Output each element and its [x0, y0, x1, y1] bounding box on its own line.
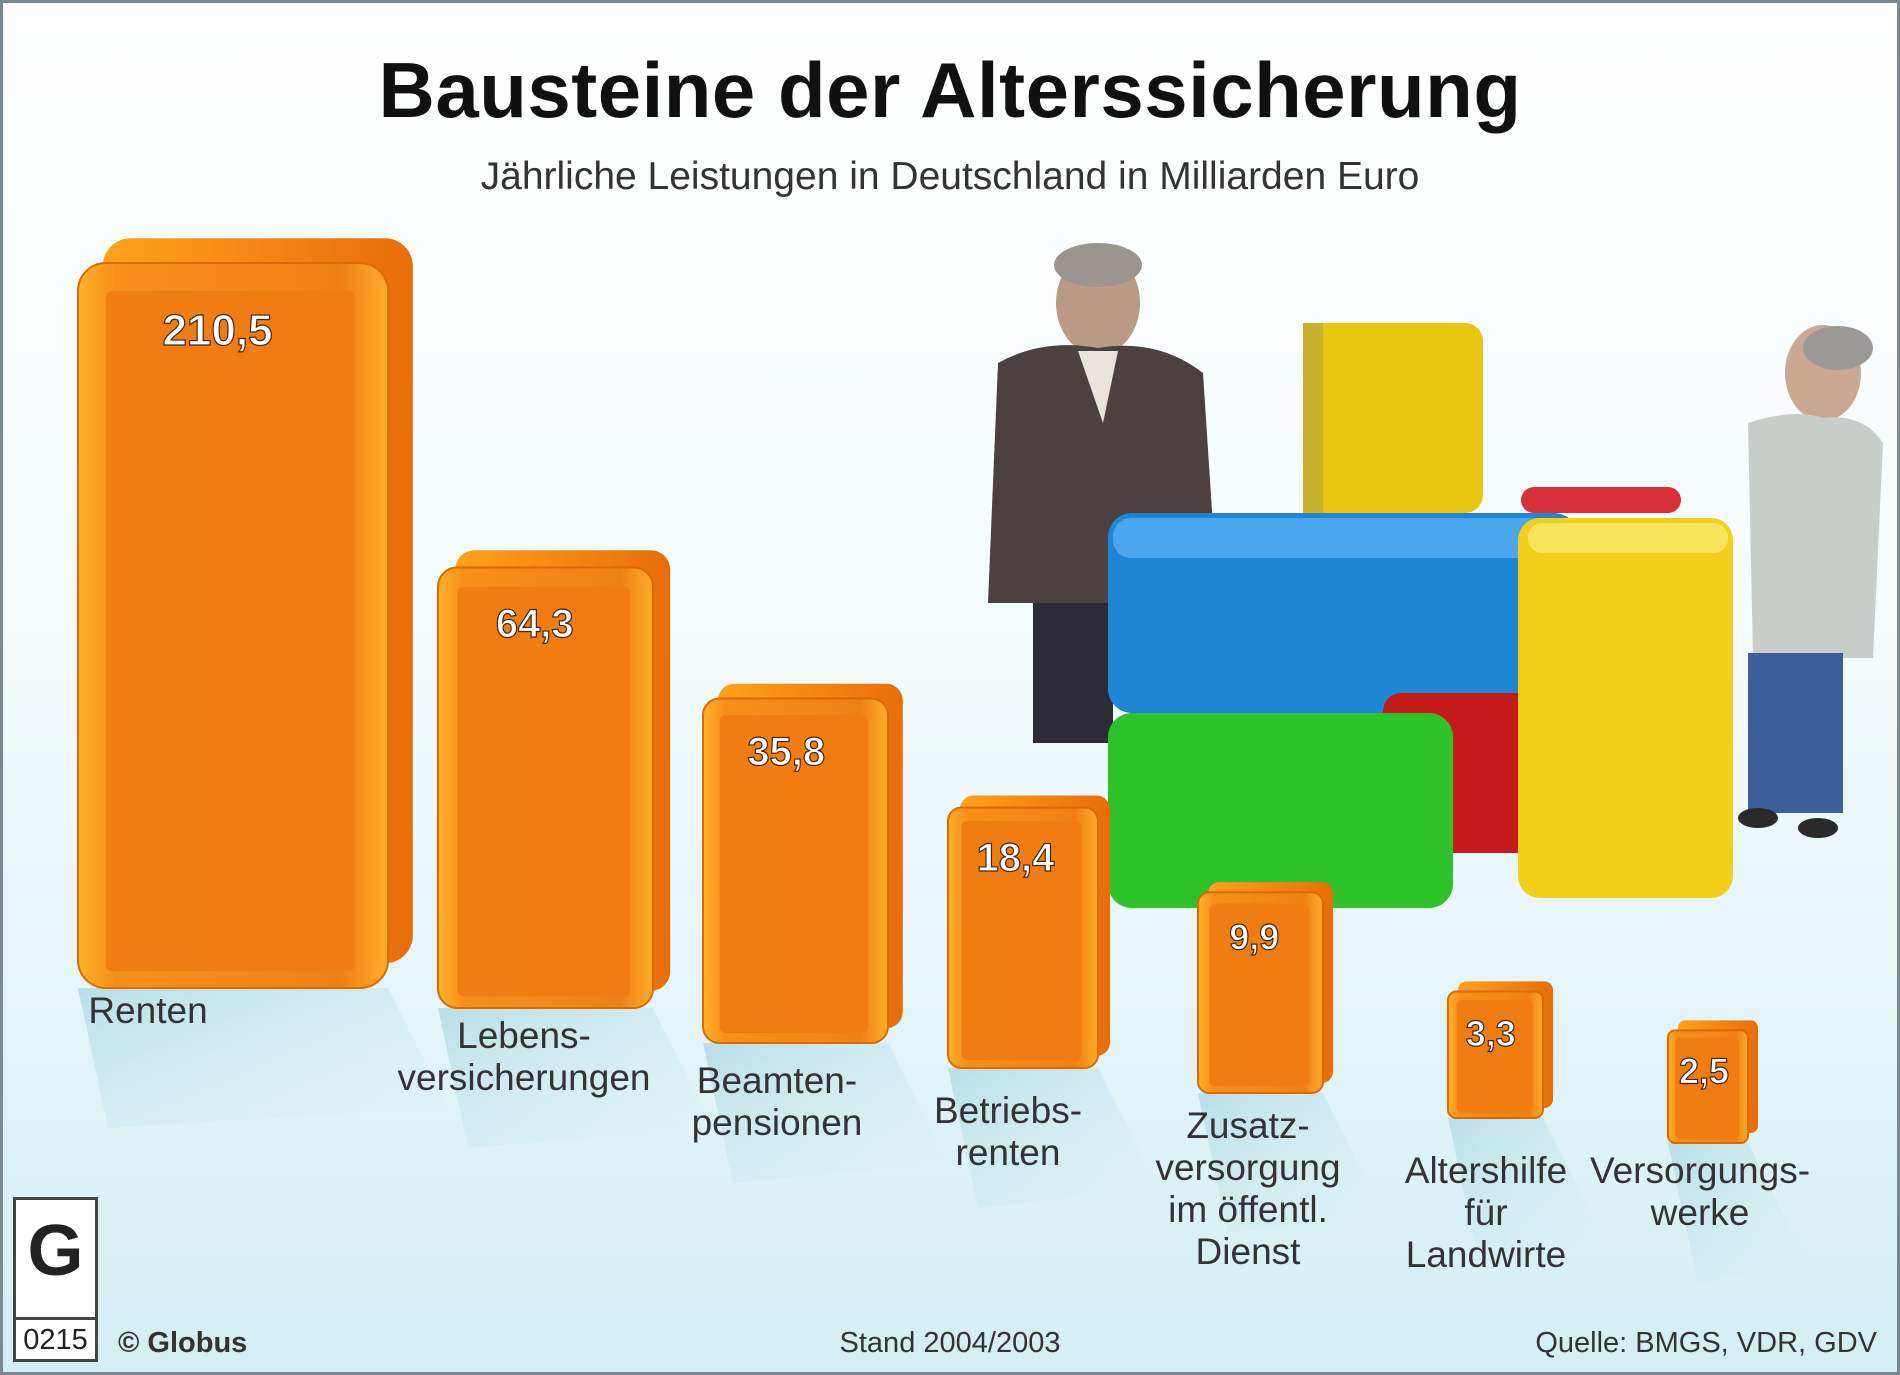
chart-canvas: 210,5 64,3 35,8 18,4 9,9 3,3 2,5 Renten Lebens-… [77, 238, 1883, 1283]
logo-letter: G [27, 1211, 84, 1291]
value-label: 210,5 [162, 306, 272, 355]
bar-panel [961, 821, 1082, 1060]
bar-shadow [78, 988, 448, 1128]
logo-code: 0215 [16, 1317, 95, 1359]
category-label-line: Landwirte [1406, 1234, 1566, 1275]
value-label: 35,8 [747, 730, 825, 774]
bar-shadow [1448, 1118, 1603, 1258]
bar-panel [1675, 1037, 1740, 1139]
bar-shadow [1198, 1093, 1383, 1233]
category-label: Lebens-versicherungen [398, 1015, 651, 1098]
bar-4: 18,4 [947, 795, 1158, 1208]
category-label-line: Altershilfe [1405, 1150, 1567, 1191]
category-label-line: Lebens- [457, 1015, 591, 1056]
bar-panel [457, 586, 630, 997]
block-green [1108, 713, 1453, 908]
bar-7: 2,5 [1667, 1020, 1808, 1283]
bar-shadow [438, 1008, 713, 1148]
category-label-line: versorgung [1155, 1147, 1340, 1188]
category-label-line: Beamten- [697, 1060, 857, 1101]
bars-layer: 210,5 64,3 35,8 18,4 9,9 3,3 2,5 [77, 238, 1808, 1283]
category-labels-layer: Renten Lebens-versicherungen Beamten-pensi… [88, 990, 1810, 1275]
bar-shadow [1668, 1143, 1808, 1283]
block-yellow-right [1518, 518, 1733, 898]
bar-shadow [948, 1068, 1158, 1208]
category-label: Renten [88, 990, 207, 1031]
value-label: 9,9 [1229, 916, 1279, 957]
chart-title: Bausteine der Alterssicherung [378, 46, 1522, 134]
category-label-line: Dienst [1196, 1231, 1302, 1272]
category-label-line: werke [1650, 1192, 1750, 1233]
block-yellow-top [1303, 323, 1483, 513]
chart-subtitle: Jährliche Leistungen in Deutschland in M… [480, 155, 1420, 198]
bar-6: 3,3 [1447, 981, 1603, 1258]
category-label-line: versicherungen [398, 1057, 651, 1098]
bar-1: 210,5 [77, 238, 448, 1128]
category-label-line: für [1464, 1192, 1507, 1233]
block-blue [1108, 513, 1578, 713]
bar-shadow [703, 1043, 948, 1183]
bar-panel [105, 290, 355, 972]
value-label: 3,3 [1466, 1013, 1516, 1054]
category-label: Zusatz-versorgung im öffentl. Dienst [1155, 1105, 1340, 1272]
category-label-line: Betriebs- [934, 1090, 1082, 1131]
category-label-line: renten [956, 1132, 1061, 1173]
bar-2: 64,3 [437, 550, 713, 1148]
category-label: Versorgungs-werke [1590, 1150, 1810, 1233]
bar-panel [1209, 903, 1310, 1087]
bar-panel [1456, 999, 1533, 1113]
category-label-line: Versorgungs- [1590, 1150, 1810, 1191]
category-label-line: pensionen [692, 1102, 863, 1143]
value-label: 18,4 [977, 836, 1056, 880]
source-text: Quelle: BMGS, VDR, GDV [1535, 1327, 1877, 1359]
bar-3: 35,8 [702, 683, 948, 1183]
background-photo [988, 243, 1883, 908]
stand-text: Stand 2004/2003 [839, 1327, 1061, 1359]
bar-panel [719, 715, 869, 1034]
globus-logo: G 0215 [13, 1197, 98, 1362]
person-right-figure [1738, 325, 1883, 838]
value-label: 2,5 [1679, 1051, 1729, 1092]
category-label-line: im öffentl. [1168, 1189, 1328, 1230]
category-label-line: Zusatz- [1186, 1105, 1309, 1146]
category-label: Beamten-pensionen [692, 1060, 863, 1143]
category-label: Altershilfe für Landwirte [1405, 1150, 1567, 1275]
value-label: 64,3 [496, 602, 574, 646]
copyright-text: © Globus [118, 1327, 248, 1359]
block-red-top [1521, 487, 1681, 513]
category-label: Betriebs-renten [934, 1090, 1082, 1173]
category-label-line: Renten [88, 990, 207, 1031]
bar-5: 9,9 [1197, 882, 1383, 1233]
